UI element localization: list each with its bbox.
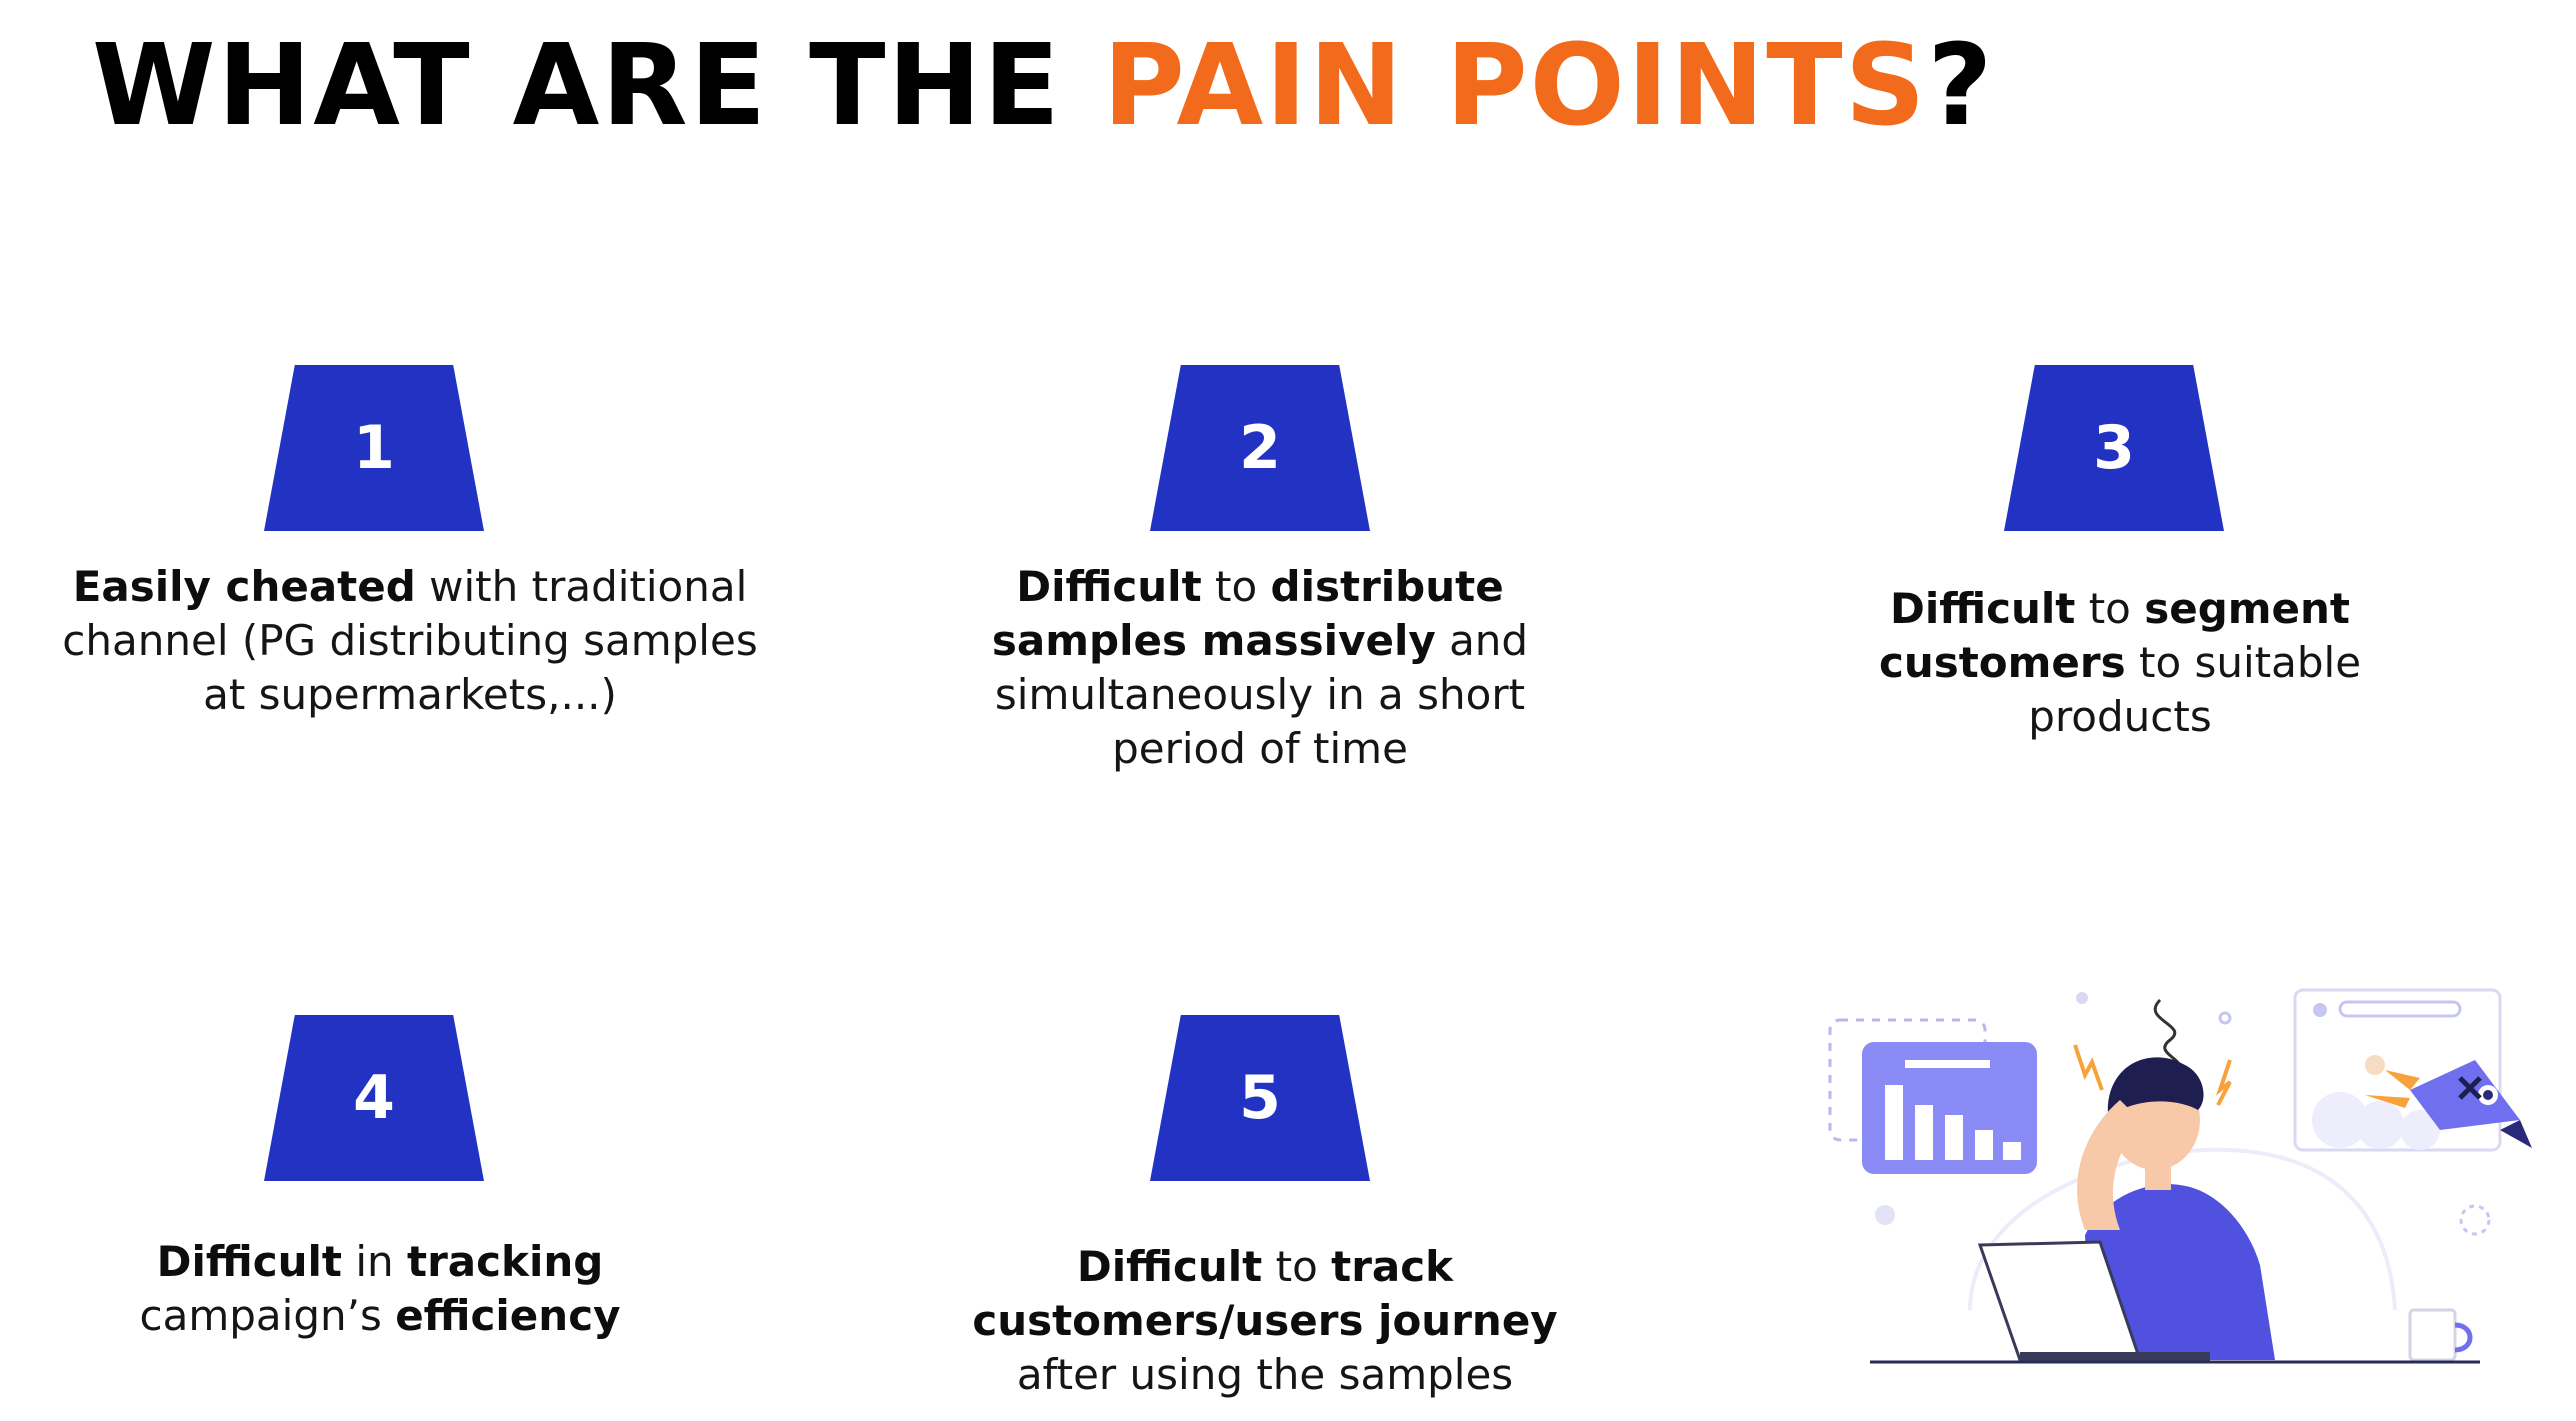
point-3-text-3: segment customers bbox=[1878, 584, 2351, 687]
point-4-description: Difficult in tracking campaign’s efficie… bbox=[100, 1235, 660, 1343]
point-1-description: Easily cheated with traditional channel … bbox=[45, 560, 775, 722]
point-5-text-2: to bbox=[1262, 1242, 1332, 1291]
point-4-number: 4 bbox=[353, 1063, 395, 1133]
point-4-badge: 4 bbox=[264, 1015, 484, 1181]
point-2-text-4: and simultaneously in a short period of … bbox=[994, 616, 1529, 773]
point-3-description: Difficult to segment customers to suitab… bbox=[1840, 582, 2400, 744]
point-4-text-5: efficiency bbox=[395, 1291, 621, 1340]
point-5-text-3: track customers/users journey bbox=[972, 1242, 1558, 1345]
point-2-number: 2 bbox=[1239, 413, 1281, 483]
title-end: ? bbox=[1927, 21, 1995, 151]
point-4-text-2: in bbox=[342, 1237, 408, 1286]
point-4-text-3: tracking bbox=[407, 1237, 604, 1286]
point-3-number: 3 bbox=[2093, 413, 2135, 483]
point-3-text-1: Difficult bbox=[1889, 584, 2076, 633]
point-4-text-1: Difficult bbox=[156, 1237, 343, 1286]
point-5-text-1: Difficult bbox=[1076, 1242, 1263, 1291]
point-3-text-4: to suitable products bbox=[2028, 638, 2362, 741]
point-2-text-1: Difficult bbox=[1016, 562, 1202, 611]
point-5-badge: 5 bbox=[1150, 1015, 1370, 1181]
title-main: WHAT ARE THE bbox=[92, 21, 1103, 151]
stressed-person-at-laptop-icon bbox=[1828, 988, 2532, 1364]
point-5-number: 5 bbox=[1239, 1063, 1281, 1133]
point-4-text-4: campaign’s bbox=[139, 1291, 396, 1340]
stressed-person-illustration bbox=[1820, 980, 2560, 1400]
title-accent: PAIN POINTS bbox=[1102, 21, 1928, 151]
point-5-text-4: after using the samples bbox=[1016, 1350, 1514, 1399]
point-2-text-3: distribute samples massively bbox=[991, 562, 1504, 665]
point-2-text-2: to bbox=[1201, 562, 1271, 611]
point-1-text-2: with traditional channel (PG distributin… bbox=[62, 562, 758, 719]
point-5-description: Difficult to track customers/users journ… bbox=[960, 1240, 1570, 1402]
point-2-badge: 2 bbox=[1150, 365, 1370, 531]
point-1-badge: 1 bbox=[264, 365, 484, 531]
page-title: WHAT ARE THE PAIN POINTS? bbox=[92, 22, 1994, 151]
point-1-number: 1 bbox=[353, 413, 395, 483]
point-1-text-1: Easily cheated bbox=[72, 562, 416, 611]
point-3-text-2: to bbox=[2075, 584, 2145, 633]
point-2-description: Difficult to distribute samples massivel… bbox=[960, 560, 1560, 776]
point-3-badge: 3 bbox=[2004, 365, 2224, 531]
